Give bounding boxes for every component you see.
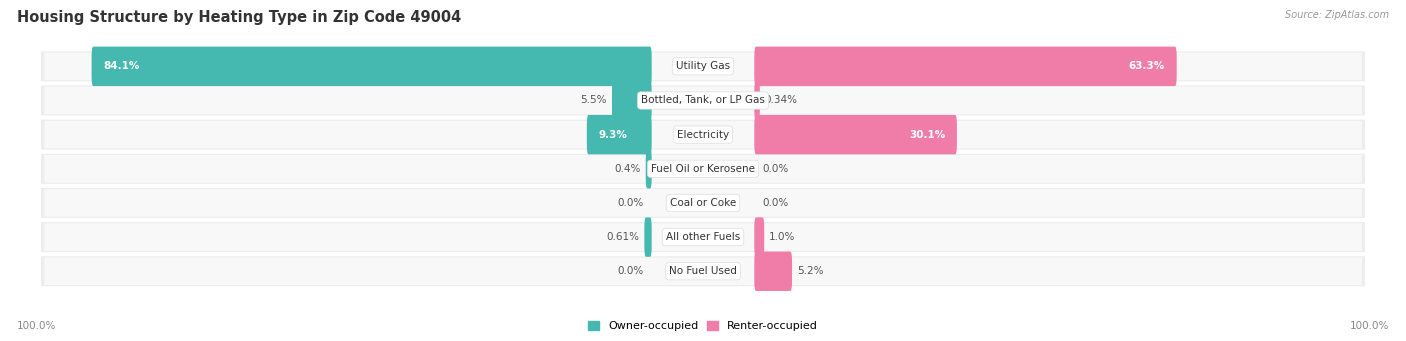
Text: Utility Gas: Utility Gas [676,61,730,71]
Text: Bottled, Tank, or LP Gas: Bottled, Tank, or LP Gas [641,95,765,105]
FancyBboxPatch shape [754,218,765,257]
Text: 0.0%: 0.0% [617,266,644,276]
Text: 0.0%: 0.0% [762,198,789,208]
Text: 1.0%: 1.0% [769,232,796,242]
Text: All other Fuels: All other Fuels [666,232,740,242]
Text: 100.0%: 100.0% [1350,321,1389,331]
Text: 100.0%: 100.0% [17,321,56,331]
Text: 5.2%: 5.2% [797,266,824,276]
FancyBboxPatch shape [41,120,1365,150]
FancyBboxPatch shape [612,81,652,120]
Text: 0.61%: 0.61% [606,232,640,242]
FancyBboxPatch shape [44,53,1362,80]
FancyBboxPatch shape [41,86,1365,116]
Text: 84.1%: 84.1% [103,61,139,71]
Text: Housing Structure by Heating Type in Zip Code 49004: Housing Structure by Heating Type in Zip… [17,10,461,25]
Text: 30.1%: 30.1% [910,130,945,139]
FancyBboxPatch shape [754,252,792,291]
FancyBboxPatch shape [754,115,957,154]
Text: 63.3%: 63.3% [1129,61,1166,71]
FancyBboxPatch shape [645,149,652,189]
Text: 5.5%: 5.5% [581,95,607,105]
Text: Fuel Oil or Kerosene: Fuel Oil or Kerosene [651,164,755,174]
FancyBboxPatch shape [41,188,1365,218]
Text: Coal or Coke: Coal or Coke [669,198,737,208]
Text: No Fuel Used: No Fuel Used [669,266,737,276]
FancyBboxPatch shape [44,189,1362,217]
Text: Source: ZipAtlas.com: Source: ZipAtlas.com [1285,10,1389,20]
Legend: Owner-occupied, Renter-occupied: Owner-occupied, Renter-occupied [583,316,823,336]
FancyBboxPatch shape [44,223,1362,251]
Text: Electricity: Electricity [676,130,730,139]
FancyBboxPatch shape [91,47,652,86]
FancyBboxPatch shape [41,51,1365,81]
FancyBboxPatch shape [41,154,1365,184]
Text: 0.0%: 0.0% [762,164,789,174]
Text: 0.4%: 0.4% [614,164,641,174]
FancyBboxPatch shape [754,81,759,120]
FancyBboxPatch shape [644,218,652,257]
FancyBboxPatch shape [41,256,1365,286]
Text: 0.34%: 0.34% [765,95,797,105]
FancyBboxPatch shape [44,121,1362,148]
FancyBboxPatch shape [44,155,1362,182]
FancyBboxPatch shape [44,87,1362,114]
FancyBboxPatch shape [754,47,1177,86]
FancyBboxPatch shape [41,222,1365,252]
Text: 0.0%: 0.0% [617,198,644,208]
FancyBboxPatch shape [586,115,652,154]
FancyBboxPatch shape [44,257,1362,285]
Text: 9.3%: 9.3% [599,130,627,139]
